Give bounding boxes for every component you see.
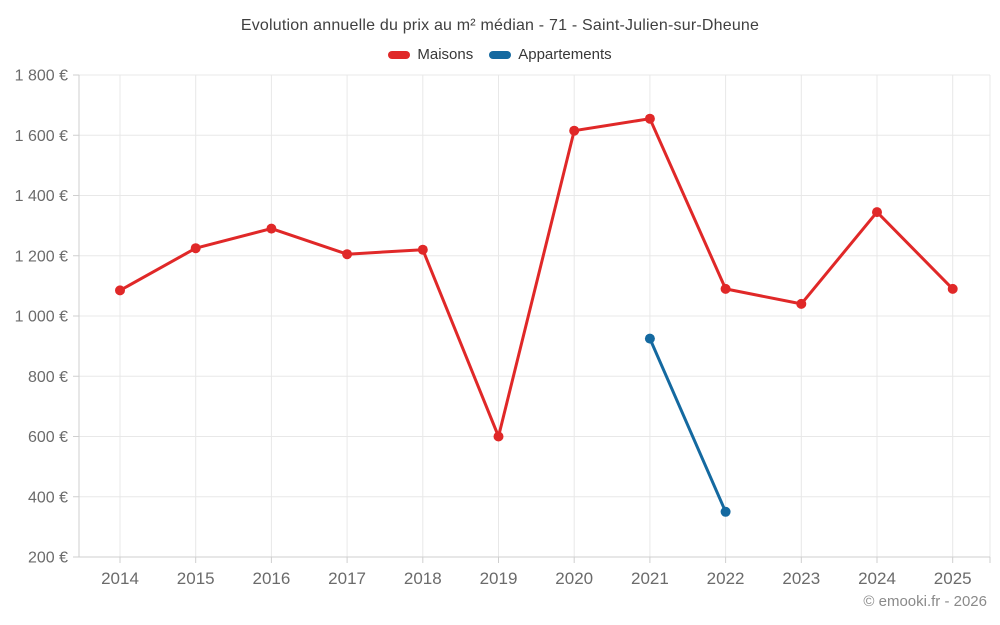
data-point-maisons-2017[interactable]: [342, 249, 353, 260]
x-axis-label: 2019: [480, 569, 518, 588]
x-axis-label: 2023: [782, 569, 820, 588]
y-axis-label: 1 200 €: [15, 248, 68, 265]
x-axis-label: 2020: [555, 569, 593, 588]
appartements-series-swatch-icon: [489, 50, 512, 59]
x-axis-label: 2022: [707, 569, 745, 588]
y-axis-label: 1 000 €: [15, 309, 68, 326]
chart-title: Evolution annuelle du prix au m² médian …: [240, 17, 760, 34]
x-axis-label: 2018: [404, 569, 442, 588]
x-axis-label: 2015: [177, 569, 215, 588]
legend-item-maisons[interactable]: Maisons: [388, 46, 473, 63]
y-axis-label: 400 €: [28, 489, 68, 506]
data-point-maisons-2023[interactable]: [796, 298, 807, 309]
y-axis-label: 1 800 €: [15, 68, 68, 85]
data-point-maisons-2024[interactable]: [872, 207, 882, 218]
legend-label-maisons: Maisons: [417, 46, 474, 63]
series-line-maisons: [118, 117, 955, 438]
legend: Maisons Appartements: [0, 46, 1000, 63]
series-line-appartements: [648, 337, 728, 514]
legend-item-appartements[interactable]: Appartements: [489, 46, 612, 63]
y-axis-label: 1 400 €: [15, 188, 68, 205]
x-axis-label: 2014: [101, 569, 139, 588]
data-point-maisons-2021[interactable]: [644, 113, 655, 124]
data-point-maisons-2020[interactable]: [569, 125, 580, 136]
copyright-text: © emooki.fr - 2026: [863, 593, 987, 610]
data-point-maisons-2019[interactable]: [493, 431, 504, 442]
data-point-maisons-2022[interactable]: [720, 283, 731, 294]
y-axis-label: 800 €: [28, 369, 68, 386]
y-axis-label: 600 €: [28, 429, 68, 446]
y-axis-label: 1 600 €: [15, 128, 68, 145]
x-axis-label: 2017: [328, 569, 366, 588]
data-point-maisons-2016[interactable]: [266, 223, 277, 234]
x-axis-label: 2016: [252, 569, 290, 588]
data-point-maisons-2014[interactable]: [115, 285, 125, 296]
data-point-maisons-2018[interactable]: [417, 244, 428, 255]
legend-label-appartements: Appartements: [518, 46, 612, 63]
data-point-appartements-2021[interactable]: [644, 333, 655, 344]
x-axis-label: 2025: [934, 569, 972, 588]
data-point-maisons-2025[interactable]: [947, 283, 958, 294]
data-point-maisons-2015[interactable]: [190, 243, 201, 254]
data-point-appartements-2022[interactable]: [720, 506, 731, 517]
maisons-series-swatch-icon: [388, 50, 411, 59]
x-axis-label: 2024: [858, 569, 896, 588]
y-axis-label: 200 €: [28, 550, 68, 567]
x-axis-label: 2021: [631, 569, 669, 588]
